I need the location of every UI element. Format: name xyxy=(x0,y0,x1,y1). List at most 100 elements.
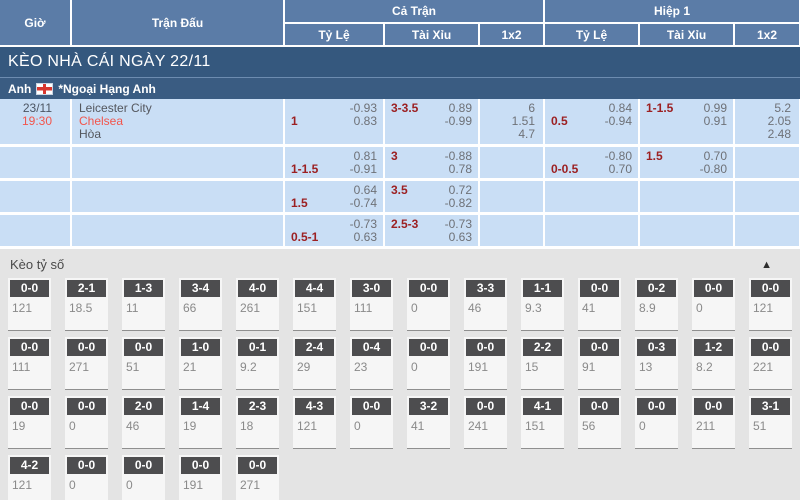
score-cell[interactable]: 0-0 0 xyxy=(407,278,450,331)
ft-over-under-cell-odds[interactable]: 0.72 xyxy=(448,183,472,197)
ft-1x2-cell-odds[interactable]: 1.51 xyxy=(511,114,535,128)
score-cell[interactable]: 4-2 121 xyxy=(8,455,51,500)
score-cell[interactable]: 0-0 111 xyxy=(8,337,51,390)
score-cell[interactable]: 1-4 19 xyxy=(179,396,222,449)
ft-over-under-cell-odds[interactable]: 0.78 xyxy=(448,162,472,176)
score-cell-odds: 18.5 xyxy=(69,301,93,315)
ft-over-under-cell-odds[interactable]: -0.99 xyxy=(444,114,472,128)
league-bar: Anh *Ngoại Hạng Anh xyxy=(0,77,800,99)
score-cell[interactable]: 0-0 41 xyxy=(578,278,621,331)
score-cell[interactable]: 4-4 151 xyxy=(293,278,336,331)
h1-1x2-cell-odds[interactable]: 5.2 xyxy=(774,101,791,115)
league-name: *Ngoại Hạng Anh xyxy=(58,81,156,96)
score-cell[interactable]: 1-1 9.3 xyxy=(521,278,564,331)
ft-handicap-cell-odds[interactable]: -0.91 xyxy=(349,162,377,176)
ft-over-under-cell-odds[interactable]: -0.73 xyxy=(444,217,472,231)
score-cell[interactable]: 0-1 9.2 xyxy=(236,337,279,390)
score-cell[interactable]: 0-3 13 xyxy=(635,337,678,390)
h1-over-under-cell-odds[interactable]: 0.91 xyxy=(703,114,727,128)
score-cell[interactable]: 0-4 23 xyxy=(350,337,393,390)
score-cell-odds: 56 xyxy=(582,419,596,433)
score-cell[interactable]: 2-3 18 xyxy=(236,396,279,449)
score-cell[interactable]: 4-0 261 xyxy=(236,278,279,331)
ft-handicap-cell-odds[interactable]: -0.93 xyxy=(349,101,377,115)
date-banner-title: KÈO NHÀ CÁI NGÀY 22/11 xyxy=(8,53,211,70)
ft-over-under-cell-odds[interactable]: 0.63 xyxy=(448,230,472,244)
score-cell-odds: 18 xyxy=(240,419,254,433)
match-cell xyxy=(72,147,283,178)
ft-handicap-cell-line: 1-1.5 -0.91 xyxy=(291,163,377,176)
score-cell[interactable]: 0-0 121 xyxy=(8,278,51,331)
score-cell[interactable]: 0-0 91 xyxy=(578,337,621,390)
score-cell[interactable]: 0-0 271 xyxy=(236,455,279,500)
away-team: Chelsea xyxy=(79,114,124,128)
h1-1x2-cell-odds[interactable]: 2.05 xyxy=(767,114,791,128)
ft-over-under-cell-odds[interactable]: -0.82 xyxy=(444,196,472,210)
score-cell[interactable]: 0-0 221 xyxy=(749,337,792,390)
home-team: Leicester City xyxy=(79,101,152,115)
ft-over-under-cell-odds[interactable]: -0.88 xyxy=(444,149,472,163)
h1-over-under-cell-odds[interactable]: -0.80 xyxy=(699,162,727,176)
score-cell[interactable]: 4-3 121 xyxy=(293,396,336,449)
score-cell[interactable]: 3-2 41 xyxy=(407,396,450,449)
ft-handicap-cell-odds[interactable]: -0.74 xyxy=(349,196,377,210)
ft-handicap-cell-odds[interactable]: 0.81 xyxy=(353,149,377,163)
score-cell[interactable]: 0-0 0 xyxy=(350,396,393,449)
ft-1x2-cell: 6 1.51 4.7 xyxy=(480,99,543,144)
ft-handicap-cell: 0.64 1.5 -0.74 xyxy=(285,181,383,212)
score-cell[interactable]: 0-0 19 xyxy=(8,396,51,449)
h1-handicap-cell-odds[interactable]: -0.94 xyxy=(604,114,632,128)
h1-over-under-cell-odds[interactable]: 0.70 xyxy=(703,149,727,163)
score-cell[interactable]: 3-0 111 xyxy=(350,278,393,331)
score-cell[interactable]: 2-2 15 xyxy=(521,337,564,390)
score-cell[interactable]: 4-1 151 xyxy=(521,396,564,449)
score-cell[interactable]: 2-4 29 xyxy=(293,337,336,390)
score-cell[interactable]: 1-2 8.2 xyxy=(692,337,735,390)
score-cell[interactable]: 0-0 121 xyxy=(749,278,792,331)
odds-row: -0.73 0.5-1 0.63 2.5-3 -0.73 0.63 xyxy=(0,215,800,249)
h1-handicap-cell-odds[interactable]: 0.70 xyxy=(608,162,632,176)
score-cell[interactable]: 0-0 241 xyxy=(464,396,507,449)
score-cell[interactable]: 0-0 191 xyxy=(179,455,222,500)
h1-handicap-cell-odds[interactable]: 0.84 xyxy=(608,101,632,115)
score-cell[interactable]: 0-0 51 xyxy=(122,337,165,390)
score-cell[interactable]: 0-0 0 xyxy=(122,455,165,500)
score-cell[interactable]: 0-0 0 xyxy=(407,337,450,390)
ft-handicap-cell-odds[interactable]: 0.64 xyxy=(353,183,377,197)
ft-1x2-cell-odds[interactable]: 6 xyxy=(528,101,535,115)
ft-handicap-cell-odds[interactable]: -0.73 xyxy=(349,217,377,231)
ft-handicap-cell-odds[interactable]: 0.63 xyxy=(353,230,377,244)
h1-over-under-cell xyxy=(640,215,733,246)
collapse-arrow-icon[interactable]: ▲ xyxy=(761,258,772,271)
score-cell-odds: 221 xyxy=(753,360,774,374)
score-cell[interactable]: 2-1 18.5 xyxy=(65,278,108,331)
score-cell-score: 0-0 xyxy=(694,280,733,297)
score-cell[interactable]: 0-0 271 xyxy=(65,337,108,390)
ft-handicap-cell-odds[interactable]: 0.83 xyxy=(353,114,377,128)
score-cell[interactable]: 3-3 46 xyxy=(464,278,507,331)
score-cell[interactable]: 0-0 191 xyxy=(464,337,507,390)
score-cell[interactable]: 2-0 46 xyxy=(122,396,165,449)
score-cell[interactable]: 0-0 0 xyxy=(65,396,108,449)
score-cell-odds: 46 xyxy=(126,419,140,433)
score-cell[interactable]: 0-0 56 xyxy=(578,396,621,449)
score-cell[interactable]: 1-3 11 xyxy=(122,278,165,331)
score-cell[interactable]: 0-2 8.9 xyxy=(635,278,678,331)
score-cell[interactable]: 3-4 66 xyxy=(179,278,222,331)
h1-handicap-cell-odds[interactable]: -0.80 xyxy=(604,149,632,163)
score-cell[interactable]: 1-0 21 xyxy=(179,337,222,390)
score-cell[interactable]: 0-0 211 xyxy=(692,396,735,449)
score-cell[interactable]: 0-0 0 xyxy=(635,396,678,449)
odds-row: 0.81 1-1.5 -0.91 3 -0.88 0.78 -0.80 0-0.5 0.70 1.… xyxy=(0,147,800,181)
score-cell[interactable]: 0-0 0 xyxy=(692,278,735,331)
h1-1x2-cell-odds[interactable]: 2.48 xyxy=(767,127,791,141)
ft-1x2-cell-odds[interactable]: 4.7 xyxy=(518,127,535,141)
score-cell-score: 0-0 xyxy=(10,398,49,415)
score-cell[interactable]: 3-1 51 xyxy=(749,396,792,449)
col-header-ft-1x2: 1x2 xyxy=(480,24,543,45)
score-cell[interactable]: 0-0 0 xyxy=(65,455,108,500)
ft-over-under-cell-line: 3-3.5 0.89 xyxy=(391,102,472,115)
h1-over-under-cell-odds[interactable]: 0.99 xyxy=(703,101,727,115)
ft-over-under-cell-odds[interactable]: 0.89 xyxy=(448,101,472,115)
ft-handicap-cell: -0.73 0.5-1 0.63 xyxy=(285,215,383,246)
